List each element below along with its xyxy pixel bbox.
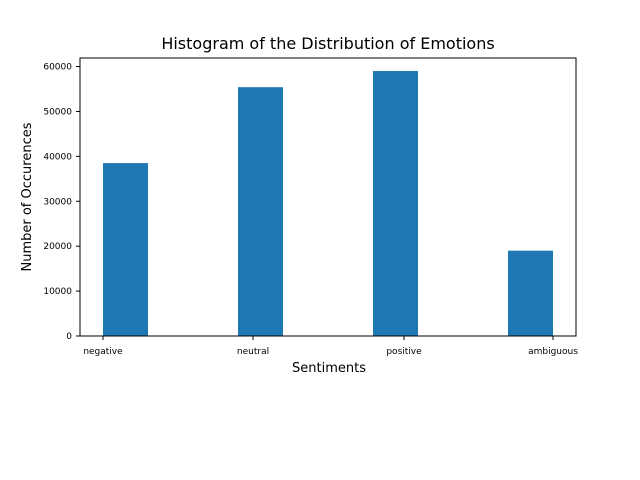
y-tick-label: 50000 [43,107,72,117]
bar-ambiguous [508,250,553,336]
y-ticks-group: 0 10000 20000 30000 40000 50000 60000 [43,63,80,342]
y-tick-label: 30000 [43,197,72,207]
x-axis-label: Sentiments [292,361,366,376]
bar-positive [373,71,418,336]
x-ticks-group: negative neutral positive ambiguous [83,336,578,357]
x-tick-label-neutral: neutral [237,347,269,357]
x-tick-label-ambiguous: ambiguous [528,347,578,357]
y-tick-label: 0 [66,332,72,342]
y-axis-label: Number of Occurences [20,122,35,271]
y-tick-label: 40000 [43,152,72,162]
chart-title: Histogram of the Distribution of Emotion… [161,34,494,53]
x-tick-label-positive: positive [386,347,422,357]
bar-neutral [238,87,283,336]
plot-frame [79,57,577,337]
y-tick-label: 20000 [43,242,72,252]
y-tick-label: 60000 [43,63,72,73]
y-tick-label: 10000 [43,287,72,297]
bars-group [103,71,553,336]
x-tick-label-negative: negative [83,347,123,357]
bar-negative [103,163,148,336]
plot-area: 0 10000 20000 30000 40000 50000 60000 negative… [43,57,578,357]
